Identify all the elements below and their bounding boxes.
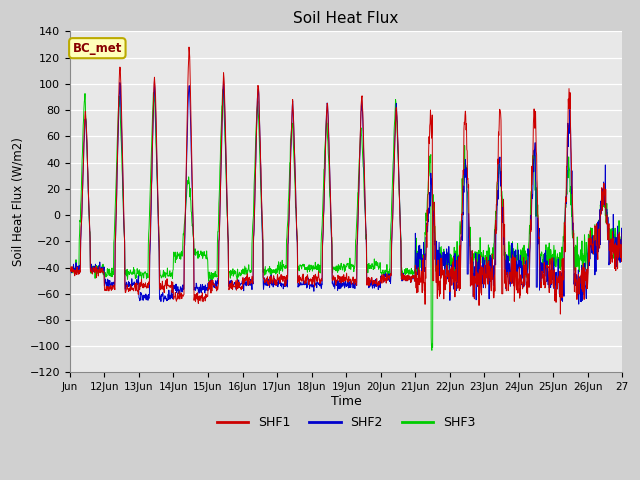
X-axis label: Time: Time [331,395,362,408]
Title: Soil Heat Flux: Soil Heat Flux [293,11,399,26]
Legend: SHF1, SHF2, SHF3: SHF1, SHF2, SHF3 [212,411,480,434]
Text: BC_met: BC_met [73,42,122,55]
Y-axis label: Soil Heat Flux (W/m2): Soil Heat Flux (W/m2) [11,137,24,266]
